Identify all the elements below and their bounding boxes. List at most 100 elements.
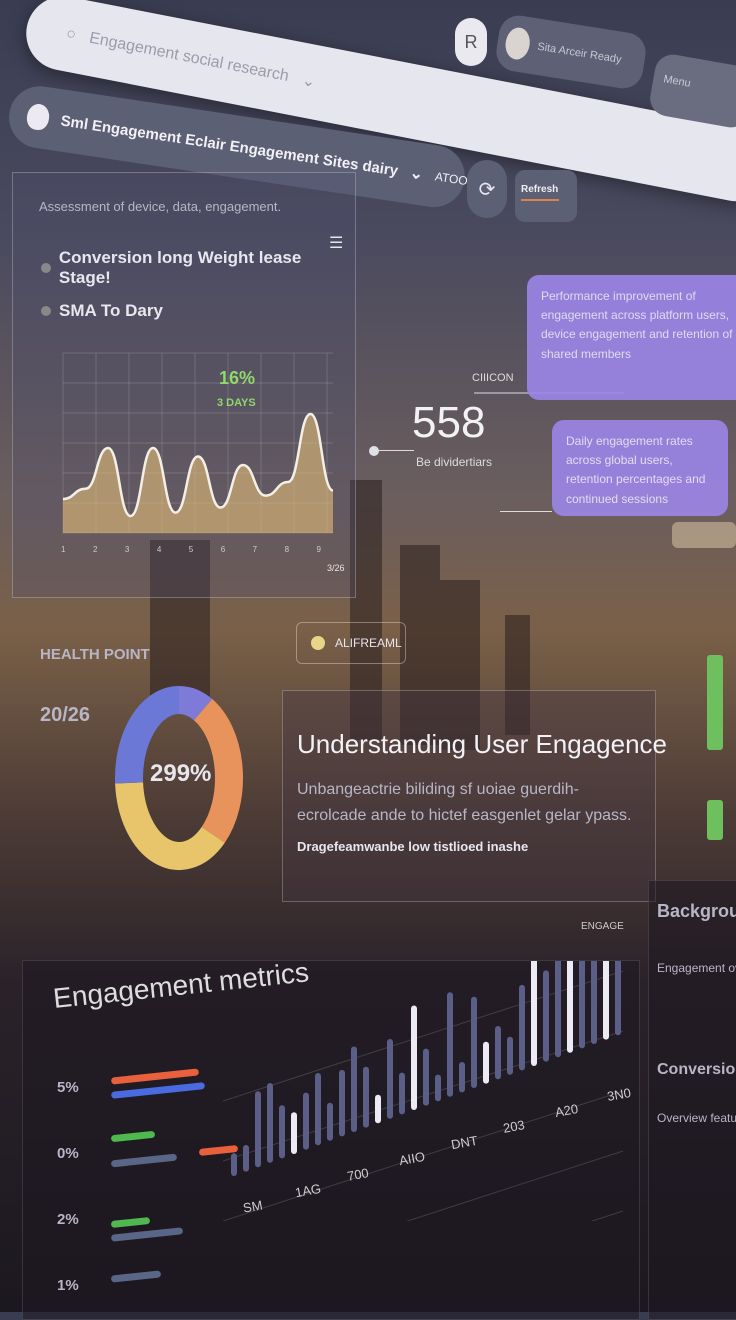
status-dot-icon [311,636,325,650]
extra-label: Menu [662,73,691,90]
list-item[interactable]: SMA To Dary [41,301,163,321]
metrics-corner-label: ENGAGE [581,921,624,932]
list-item-label: Conversion long Weight lease Stage! [59,248,355,288]
list-item[interactable]: Conversion long Weight lease Stage! [41,248,355,288]
bar [291,1112,297,1154]
bar [567,961,573,1053]
x-tick-label: 5 [189,545,193,554]
status-badge[interactable]: ALIFREAML [296,622,406,664]
bar [303,1093,309,1150]
article-footer[interactable]: Dragefeamwanbe low tistlioed inashe [297,839,528,854]
donut-center-value: 299% [150,760,211,788]
shield-icon [25,102,51,131]
bar [279,1105,285,1158]
x-tick-label: 3 [125,545,129,554]
legend-bar [111,1154,177,1168]
connector-dot [369,446,379,456]
bar [471,997,477,1088]
connector-line [374,450,414,451]
bar [423,1049,429,1106]
bar [507,1037,513,1075]
right-panel: Background Engagement overview Conversio… [648,880,736,1320]
legend-bar [111,1131,155,1143]
legend-bar [111,1227,183,1241]
list-item-label: SMA To Dary [59,301,163,321]
search-icon: ○ [64,25,77,45]
left-panel: Assessment of device, data, engagement. … [12,172,356,598]
bar [375,1095,381,1124]
bar [387,1039,393,1119]
bar [447,992,453,1097]
stat-caption: CIIICON [472,372,514,384]
panel-subtitle: Assessment of device, data, engagement. [39,199,281,214]
donut-sub-value: 20/26 [40,704,90,727]
stat-value: 558 [412,398,485,448]
bar [399,1073,405,1115]
article-body: Unbangeactrie biliding sf uoiae guerdih-… [297,777,637,828]
x-tick-label: 1 [61,545,65,554]
chevron-down-icon[interactable]: ⌄ [408,163,424,185]
stat-label: Be dividertiars [416,455,492,469]
bar [495,1026,501,1079]
x-tick-label: 2 [93,545,97,554]
chevron-down-icon[interactable]: ⌄ [300,70,317,92]
annotation-label: 3 DAYS [217,397,256,409]
right-panel-line: Conversions [657,1061,736,1079]
annotation-value: 16% [219,368,255,389]
donut-slice [179,700,203,710]
refresh-button[interactable]: Refresh [515,170,577,222]
area-chart [53,343,353,553]
active-indicator [521,199,559,201]
search-input[interactable]: Engagement social research [88,30,290,86]
bar-chart [223,961,643,1221]
callout-card: Daily engagement rates across global use… [552,420,728,516]
user-chip[interactable]: Sita Arceir Ready [494,13,649,91]
bar [231,1153,237,1176]
bar [615,961,621,1035]
y-tick-label: 1% [57,1277,79,1294]
y-tick-label: 5% [57,1079,79,1096]
bar [483,1042,489,1084]
bar [363,1067,369,1128]
avatar [503,26,532,61]
right-panel-line: Engagement overview [657,961,736,975]
x-tick-label: 4 [157,545,161,554]
side-bar [707,655,723,750]
bar [327,1103,333,1141]
refresh-label: Refresh [521,184,558,195]
donut-label: HEALTH POINT [40,646,150,663]
connector-line [500,511,552,512]
bullet-icon [41,306,51,316]
bar [603,961,609,1040]
bar [255,1091,261,1167]
callout-text: Daily engagement rates across global use… [566,434,705,506]
refresh-icon[interactable]: ⟳ [467,160,507,218]
bar [351,1047,357,1133]
legend-bar [111,1068,199,1084]
bar [315,1073,321,1145]
callout-card: Performance improvement of engagement ac… [527,275,736,400]
corner-label: 3/26 [327,563,345,573]
legend-bar [111,1082,205,1099]
x-tick-label: 9 [317,545,321,554]
x-tick-label: 7 [253,545,257,554]
user-label: Sita Arceir Ready [536,41,622,66]
bar [579,961,585,1048]
tag [672,522,736,548]
bar [555,961,561,1057]
profile-initial: R [465,32,478,53]
bar [243,1145,249,1172]
callout-text: Performance improvement of engagement ac… [541,289,732,361]
article-card: Understanding User Engagence Unbangeactr… [282,690,656,902]
right-panel-title: Background [657,901,736,922]
bar [531,961,537,1066]
x-tick-label: 6 [221,545,225,554]
legend-bar [111,1217,150,1228]
side-bar [707,800,723,840]
bar [591,961,597,1044]
profile-button[interactable]: R [455,18,487,66]
y-tick-label: 0% [57,1145,79,1162]
bar [519,985,525,1071]
